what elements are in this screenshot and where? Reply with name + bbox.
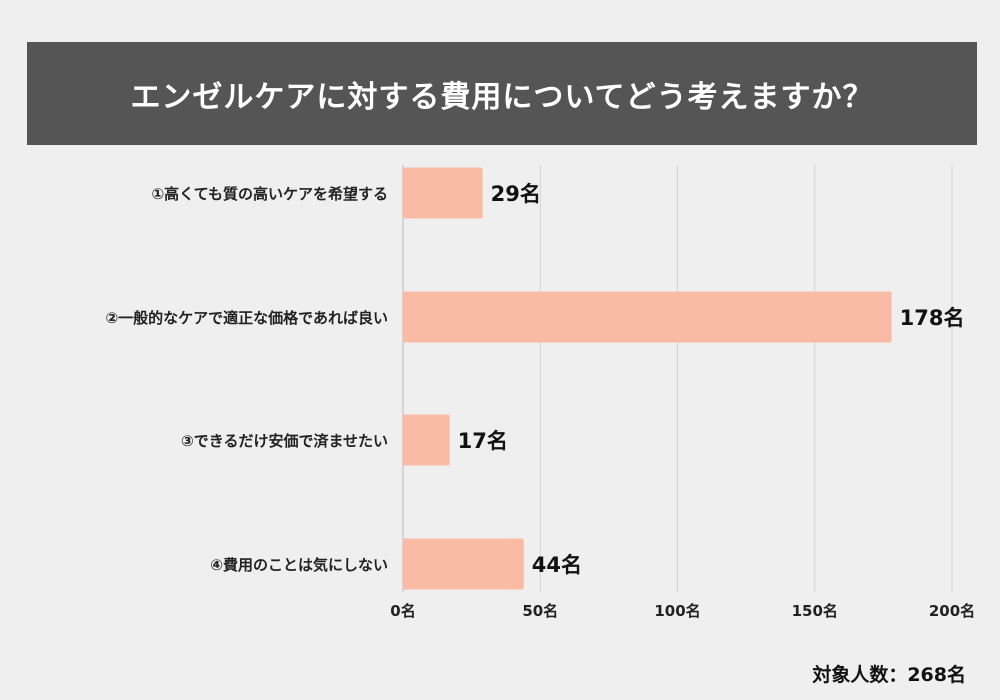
x-tick-label: 100名 — [654, 602, 700, 620]
chart-title-bar: エンゼルケアに対する費用についてどう考えますか？ — [27, 42, 977, 145]
bar — [403, 291, 892, 343]
x-tick-label: 0名 — [390, 602, 415, 620]
bar — [403, 167, 483, 219]
bar — [403, 414, 450, 466]
x-tick-label: 150名 — [792, 602, 838, 620]
x-tick-label: 50名 — [522, 602, 558, 620]
category-label: ④費用のことは気にしない — [210, 556, 388, 574]
category-label: ①高くても質の高いケアを希望する — [151, 185, 388, 203]
value-label: 29名 — [491, 182, 541, 206]
sample-size-note: 対象人数：268名 — [812, 664, 966, 686]
chart-title: エンゼルケアに対する費用についてどう考えますか？ — [130, 79, 874, 115]
bar — [403, 538, 524, 590]
category-label: ③できるだけ安価で済ませたい — [181, 432, 388, 450]
value-label: 178名 — [900, 306, 965, 330]
value-label: 17名 — [458, 429, 508, 453]
x-tick-label: 200名 — [929, 602, 975, 620]
category-label: ②一般的なケアで適正な価格であれば良い — [105, 309, 388, 327]
value-label: 44名 — [532, 553, 582, 577]
